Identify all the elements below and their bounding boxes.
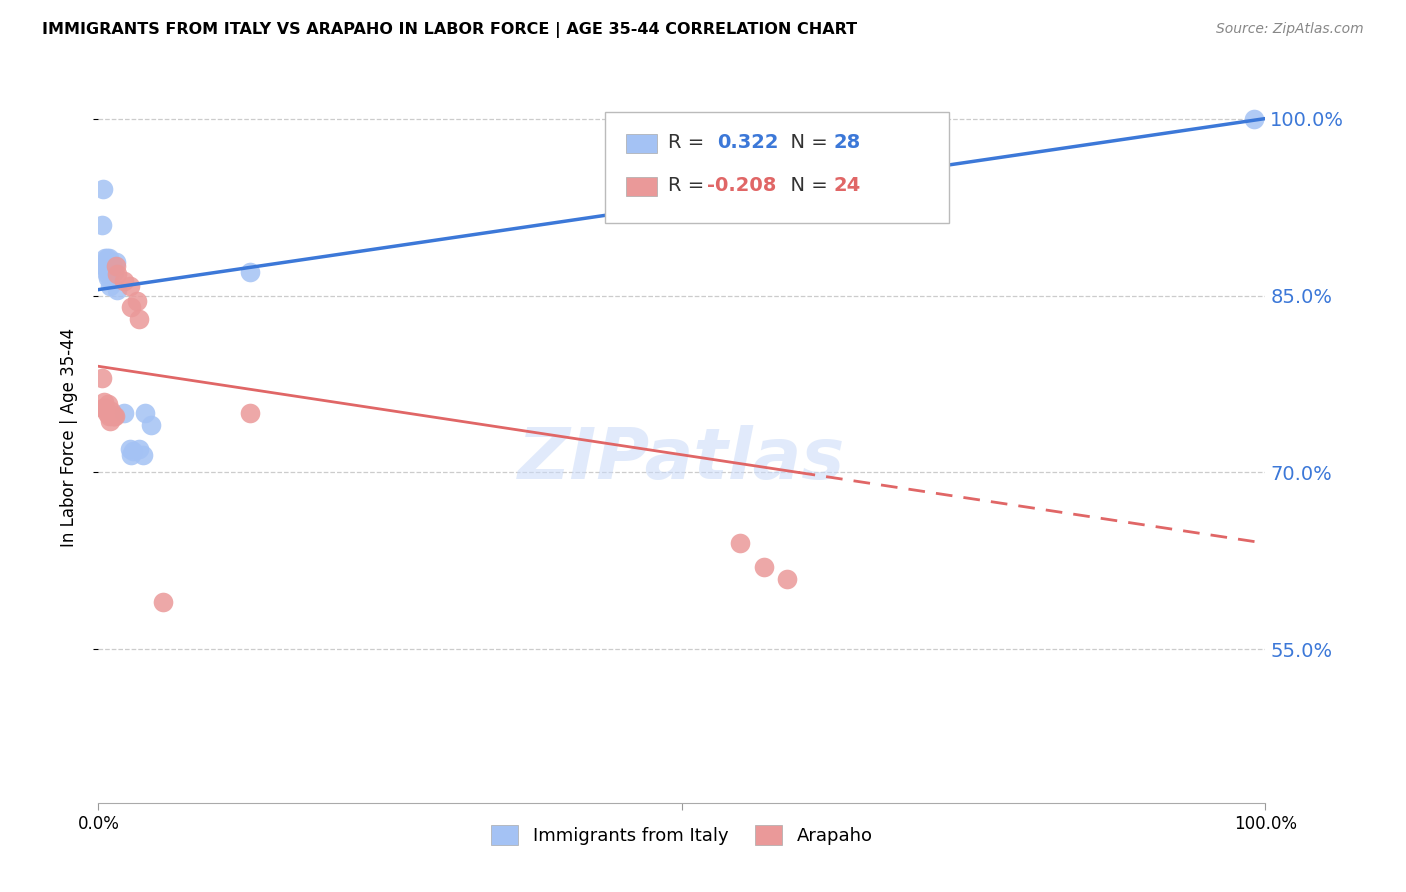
- Point: [118, 442, 141, 456]
- Text: ZIPatlas: ZIPatlas: [519, 425, 845, 493]
- Point: [112, 274, 135, 288]
- Point: [94, 401, 117, 415]
- Point: [104, 255, 127, 269]
- Point: [97, 255, 120, 269]
- Point: [91, 401, 114, 415]
- Point: [97, 258, 120, 272]
- Text: IMMIGRANTS FROM ITALY VS ARAPAHO IN LABOR FORCE | AGE 35-44 CORRELATION CHART: IMMIGRANTS FROM ITALY VS ARAPAHO IN LABO…: [42, 22, 858, 38]
- Text: R =: R =: [668, 133, 717, 153]
- Point: [97, 397, 120, 411]
- Point: [118, 279, 141, 293]
- Text: 28: 28: [834, 133, 860, 153]
- Text: 24: 24: [834, 176, 860, 195]
- Text: -0.208: -0.208: [707, 176, 776, 195]
- Point: [97, 409, 120, 423]
- Point: [105, 283, 128, 297]
- Point: [90, 218, 112, 232]
- Point: [96, 407, 118, 421]
- Point: [139, 418, 162, 433]
- Point: [94, 251, 117, 265]
- Point: [125, 294, 148, 309]
- Text: N =: N =: [778, 176, 834, 195]
- Point: [100, 404, 122, 418]
- Point: [93, 394, 115, 409]
- Point: [752, 559, 775, 574]
- Point: [776, 572, 799, 586]
- Point: [134, 407, 156, 421]
- Point: [128, 442, 150, 456]
- Point: [98, 265, 121, 279]
- Point: [103, 265, 125, 279]
- Point: [122, 444, 145, 458]
- Point: [120, 301, 142, 315]
- Point: [97, 251, 120, 265]
- Point: [101, 258, 124, 272]
- Point: [132, 448, 155, 462]
- Y-axis label: In Labor Force | Age 35-44: In Labor Force | Age 35-44: [59, 327, 77, 547]
- Point: [90, 371, 112, 385]
- Text: 0.322: 0.322: [717, 133, 779, 153]
- Point: [103, 409, 125, 423]
- Point: [128, 312, 150, 326]
- Point: [96, 262, 118, 277]
- Point: [730, 536, 752, 550]
- Legend: Immigrants from Italy, Arapaho: Immigrants from Italy, Arapaho: [484, 818, 880, 852]
- Point: [104, 259, 127, 273]
- Text: Source: ZipAtlas.com: Source: ZipAtlas.com: [1216, 22, 1364, 37]
- Point: [239, 407, 262, 421]
- Point: [239, 265, 262, 279]
- Point: [120, 448, 142, 462]
- Point: [94, 258, 117, 272]
- Point: [105, 267, 128, 281]
- Point: [101, 409, 124, 423]
- Point: [93, 259, 115, 273]
- Point: [104, 409, 127, 423]
- Point: [91, 182, 114, 196]
- Point: [97, 270, 120, 285]
- Point: [96, 267, 118, 281]
- Point: [1243, 112, 1265, 126]
- Point: [112, 407, 135, 421]
- Text: R =: R =: [668, 176, 717, 195]
- Point: [152, 595, 174, 609]
- Point: [98, 279, 121, 293]
- Point: [96, 251, 118, 265]
- Point: [98, 413, 121, 427]
- Text: N =: N =: [778, 133, 834, 153]
